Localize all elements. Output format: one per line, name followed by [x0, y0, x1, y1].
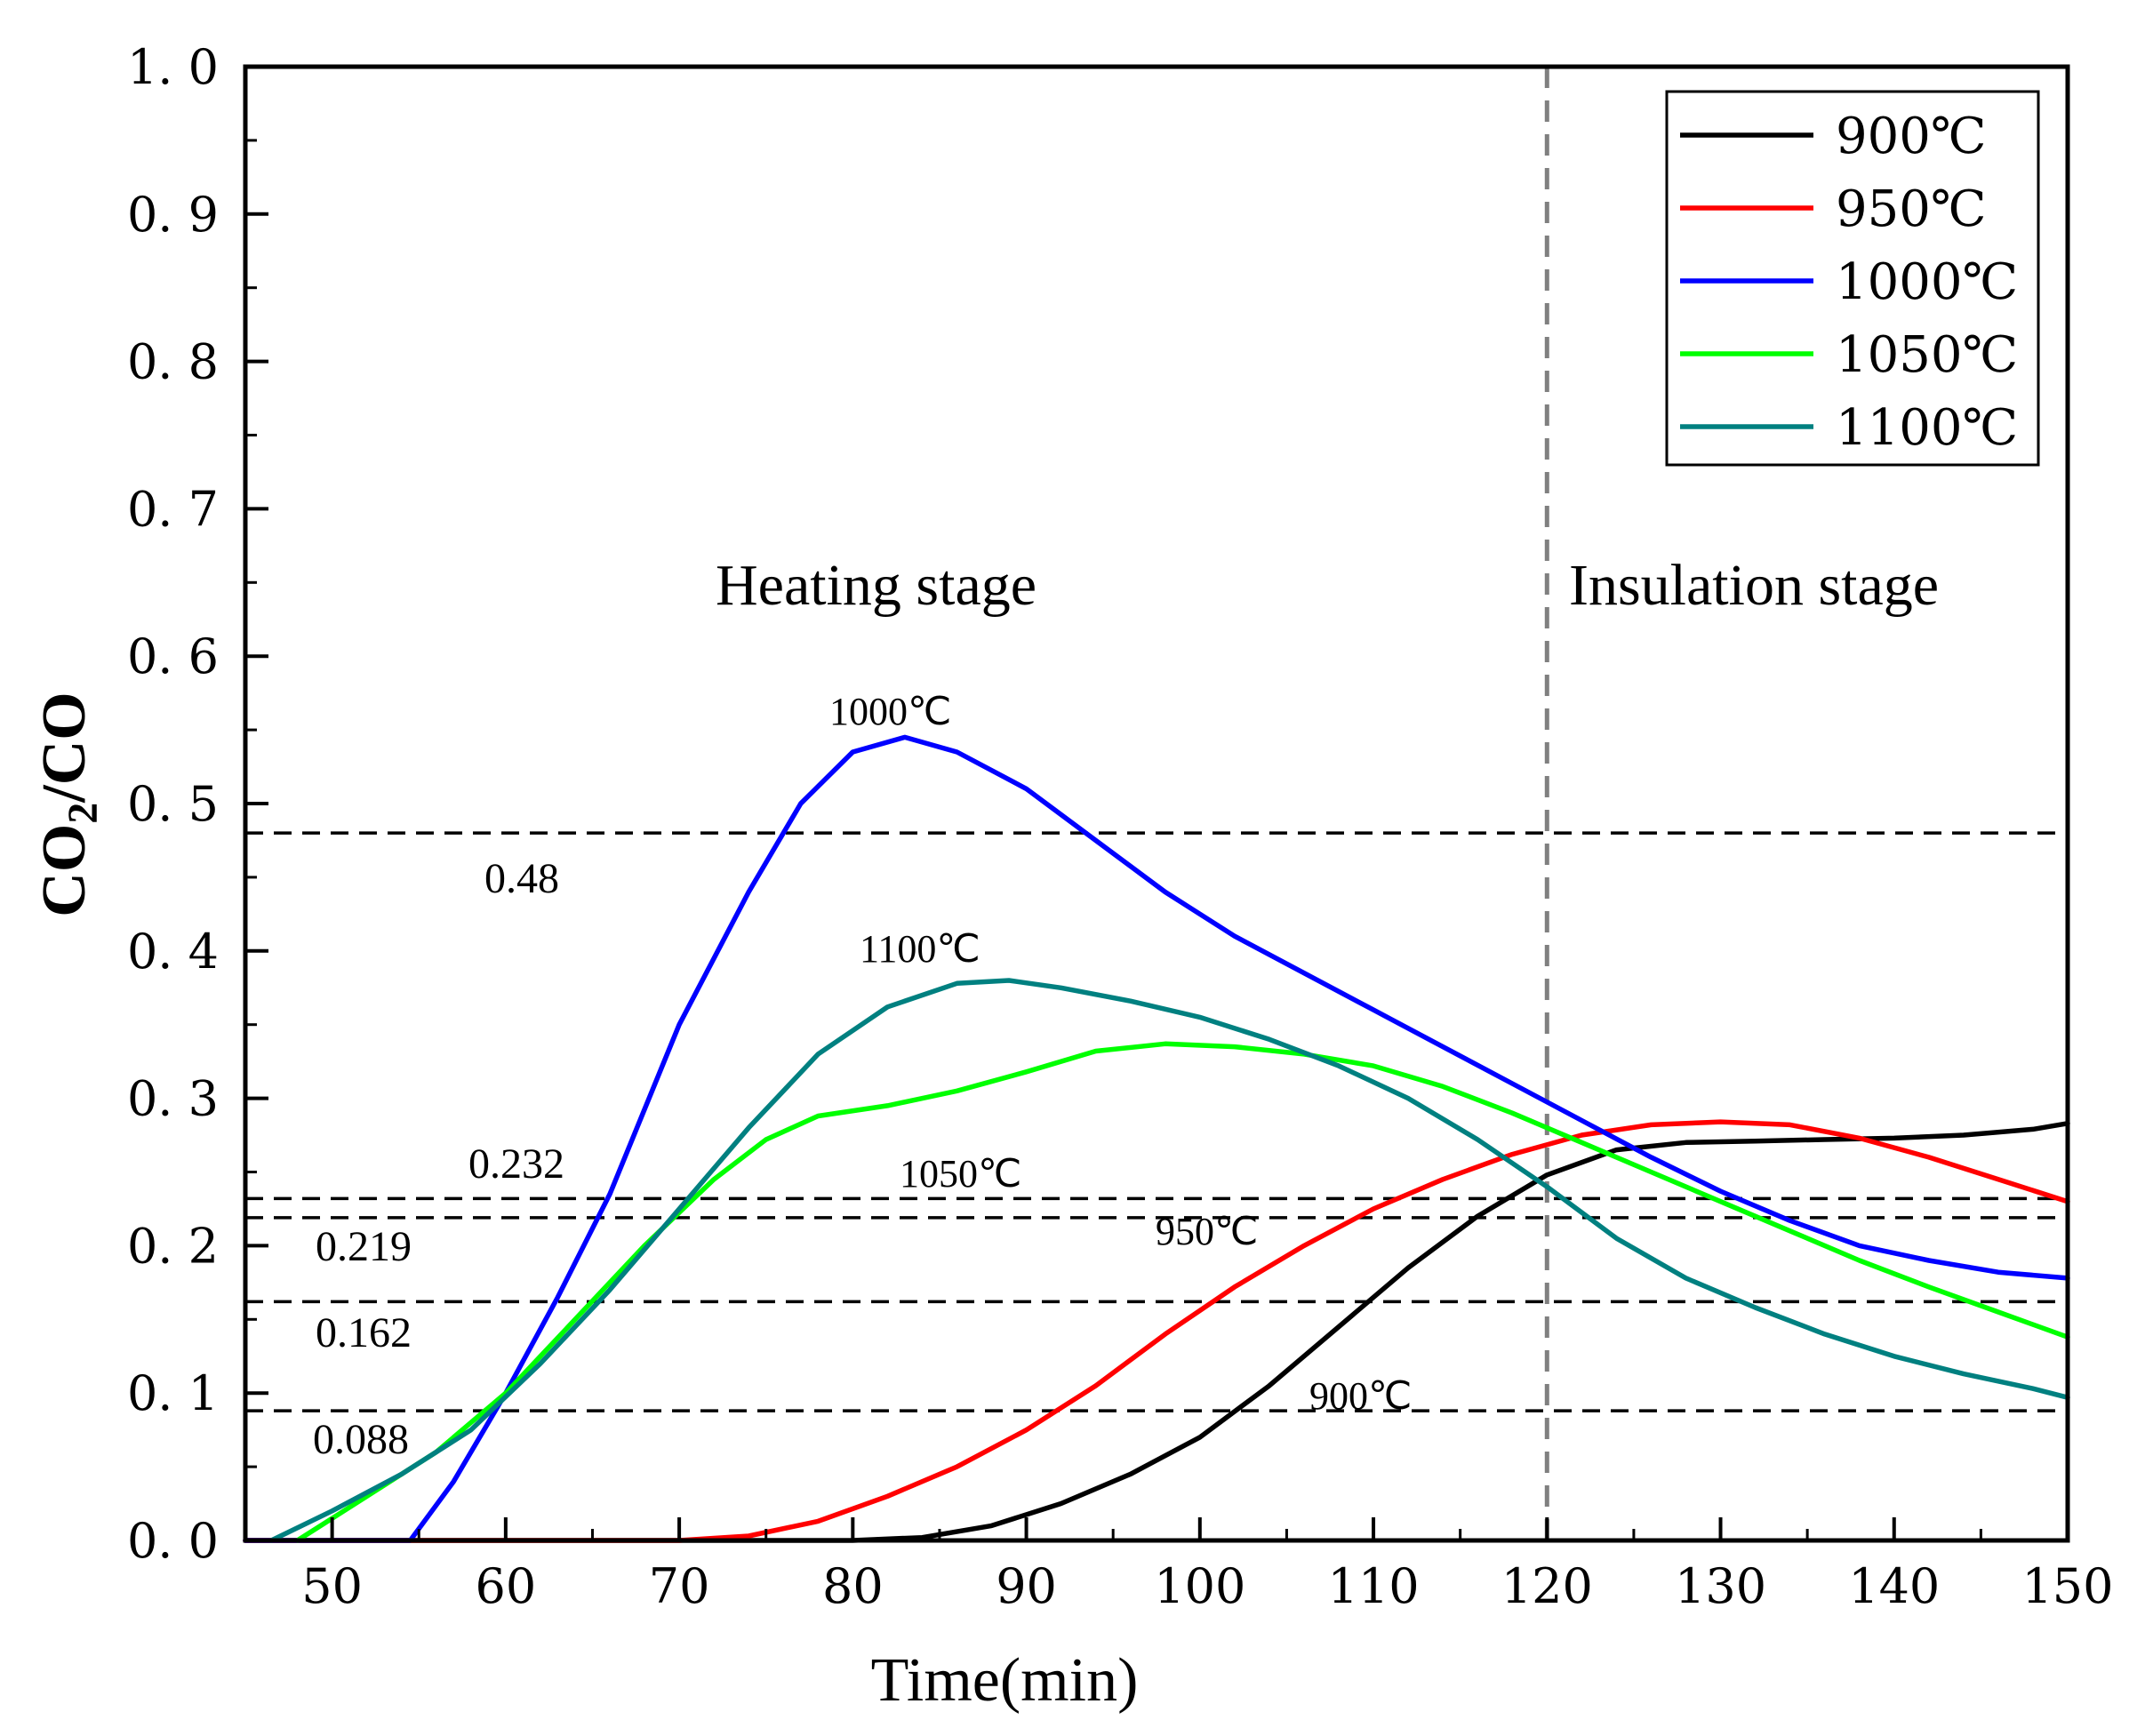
ref-label-0.48: 0.48	[484, 855, 559, 902]
legend-label: 950℃	[1836, 180, 1987, 238]
y-axis-title-main: CO	[30, 824, 99, 917]
series-line	[243, 1119, 2070, 1543]
reference-lines	[245, 831, 2068, 1412]
y-axis-title: CO2/CO	[30, 692, 107, 916]
x-tick-label: 130	[1675, 1558, 1766, 1614]
y-tick-label: 0. 7	[127, 481, 219, 537]
x-tick-label: 100	[1154, 1558, 1245, 1614]
y-tick-label: 0. 2	[127, 1218, 219, 1274]
legend-label: 1100℃	[1836, 399, 2018, 457]
curve-label-1050: 1050℃	[900, 1152, 1021, 1196]
curve-label-900: 900℃	[1309, 1374, 1412, 1418]
curve-label-1000: 1000℃	[829, 690, 951, 733]
legend-box	[1665, 90, 2040, 467]
y-tick-label: 0. 6	[127, 628, 219, 684]
legend: 900℃ 950℃ 1000℃ 1050℃ 1100℃	[1665, 90, 2040, 467]
curve-label-950: 950℃	[1156, 1210, 1258, 1253]
y-tick-label: 1. 0	[127, 39, 219, 95]
series-line	[294, 1041, 2070, 1543]
x-tick-label: 140	[1848, 1558, 1940, 1614]
legend-label: 1050℃	[1836, 326, 2018, 384]
series-line	[268, 978, 2070, 1543]
series-line	[243, 1121, 2070, 1543]
x-tick-label: 120	[1501, 1558, 1593, 1614]
ref-label-0.088: 0.088	[313, 1416, 409, 1463]
x-tick-label: 50	[301, 1558, 363, 1614]
legend-label: 1000℃	[1836, 253, 2018, 311]
series-layer	[243, 734, 2070, 1543]
x-tick-label: 70	[649, 1558, 710, 1614]
x-tick-label: 150	[2021, 1558, 2113, 1614]
legend-label: 900℃	[1836, 108, 1987, 165]
y-axis-title-subscript: 2	[60, 803, 107, 824]
y-axis: 0. 0 0. 1 0. 2 0. 3 0. 4 0. 5 0. 6 0. 7 0. 8 0. 9…	[127, 39, 268, 1569]
x-axis: 50 60 70 80 90 100 110 120 130 140 150	[244, 1517, 2114, 1614]
stage-label-heating: Heating stage	[716, 553, 1036, 618]
y-tick-label: 0. 3	[127, 1071, 219, 1127]
y-tick-label: 0. 8	[127, 334, 219, 390]
y-tick-label: 0. 5	[127, 776, 219, 832]
curve-label-1100: 1100℃	[860, 927, 980, 971]
y-tick-label: 0. 9	[127, 187, 219, 243]
y-axis-title-rest: /CO	[30, 692, 99, 803]
y-tick-label: 0. 0	[127, 1513, 219, 1569]
y-tick-label: 0. 4	[127, 924, 219, 980]
x-axis-title: Time(min)	[871, 1646, 1139, 1715]
x-tick-label: 110	[1328, 1558, 1420, 1614]
ref-label-0.219: 0.219	[316, 1223, 412, 1270]
ref-label-0.162: 0.162	[316, 1309, 412, 1356]
series-line	[243, 734, 2070, 1543]
x-tick-label: 80	[822, 1558, 884, 1614]
ref-label-0.232: 0.232	[468, 1140, 564, 1188]
x-tick-label: 60	[475, 1558, 536, 1614]
stage-label-insulation: Insulation stage	[1569, 553, 1939, 618]
y-tick-label: 0. 1	[127, 1365, 219, 1421]
x-tick-label: 90	[996, 1558, 1057, 1614]
